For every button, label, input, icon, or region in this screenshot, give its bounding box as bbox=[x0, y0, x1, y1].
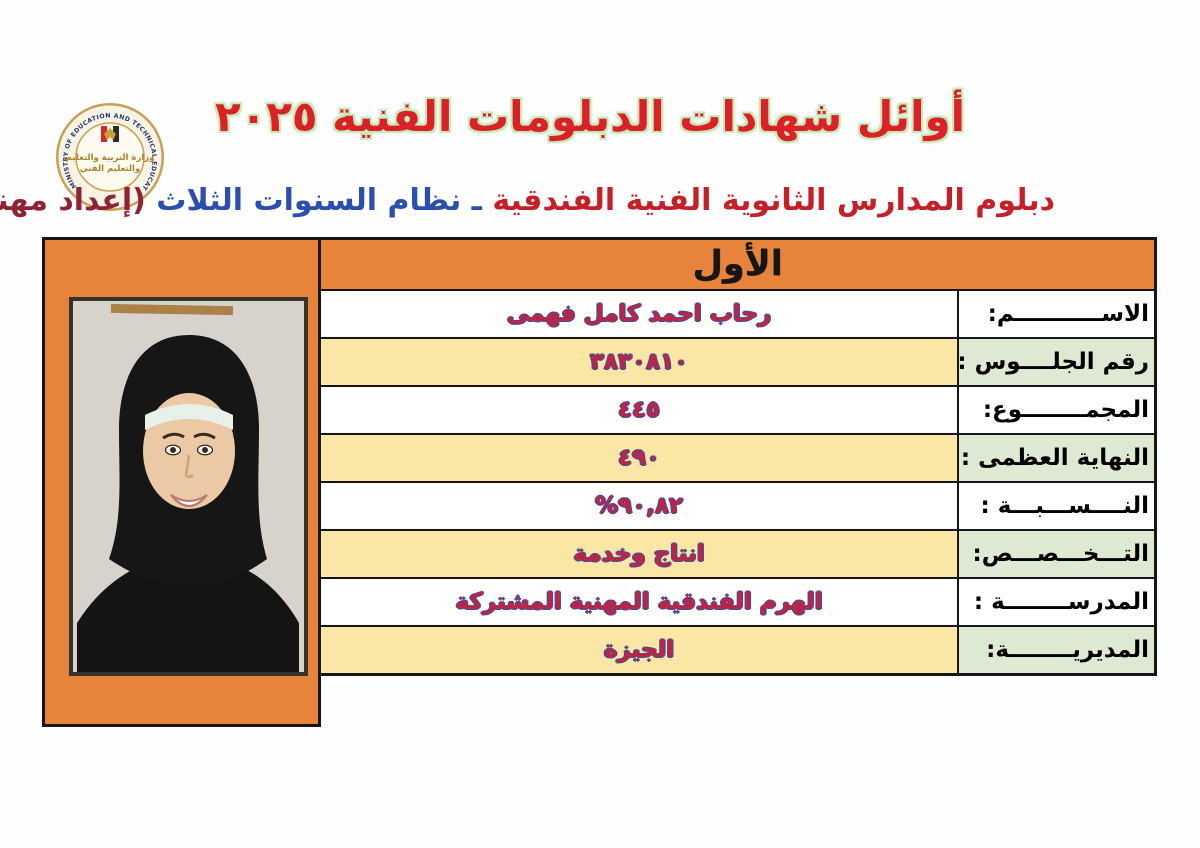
ministry-seal-logo: MINISTRY OF EDUCATION AND TECHNICAL EDUC… bbox=[49, 95, 168, 214]
subtitle-system-name: ـ نظام السنوات الثلاث bbox=[156, 183, 482, 218]
photo-panel bbox=[42, 237, 321, 727]
wall-shelf bbox=[110, 303, 234, 316]
specialization-value: انتاج وخدمة bbox=[321, 531, 957, 577]
seat-number-value: ٣٨٣٠٨١٠ bbox=[321, 339, 957, 385]
student-portrait-illustration bbox=[73, 301, 304, 672]
total-label: المجمــــــــوع: bbox=[957, 387, 1154, 433]
table-row-school: المدرســــــــة : الهرم الفندقية المهنية… bbox=[321, 579, 1154, 627]
smile bbox=[170, 494, 208, 508]
page-subtitle: دبلوم المدارس الثانوية الفنية الفندقية ـ… bbox=[0, 183, 1055, 218]
percentage-label: النــــســـبـــة : bbox=[957, 483, 1154, 529]
student-photo bbox=[69, 297, 308, 676]
seat-number-label: رقم الجلــــوس : bbox=[957, 339, 1154, 385]
table-row-specialization: التـــخـــصـــص: انتاج وخدمة bbox=[321, 531, 1154, 579]
table-row-name: الاســـــــــــم: رحاب احمد كامل فهمى bbox=[321, 291, 1154, 339]
name-value: رحاب احمد كامل فهمى bbox=[321, 291, 957, 337]
clothing bbox=[77, 559, 299, 672]
directorate-label: المديريــــــــة: bbox=[957, 627, 1154, 673]
headband bbox=[145, 404, 233, 430]
school-value: الهرم الفندقية المهنية المشتركة bbox=[321, 579, 957, 625]
subtitle-track-name: (إعداد مهني) bbox=[0, 183, 146, 218]
page-title: أوائل شهادات الدبلومات الفنية ٢٠٢٥ bbox=[215, 92, 965, 141]
rank-header: الأول bbox=[321, 240, 1154, 291]
percentage-value: ٩٠,٨٢% bbox=[321, 483, 957, 529]
max-score-label: النهاية العظمى : bbox=[957, 435, 1154, 481]
table-row-total: المجمــــــــوع: ٤٤٥ bbox=[321, 387, 1154, 435]
results-table: الأول الاســـــــــــم: رحاب احمد كامل ف… bbox=[321, 237, 1157, 676]
total-value: ٤٤٥ bbox=[321, 387, 957, 433]
ministry-seal-svg: MINISTRY OF EDUCATION AND TECHNICAL EDUC… bbox=[49, 95, 164, 211]
subtitle-diploma-name: دبلوم المدارس الثانوية الفنية الفندقية bbox=[492, 183, 1055, 218]
max-score-value: ٤٩٠ bbox=[321, 435, 957, 481]
table-row-percentage: النــــســـبـــة : ٩٠,٨٢% bbox=[321, 483, 1154, 531]
seal-arabic-calligraphy-line2: والتعليم الفني bbox=[80, 164, 141, 174]
table-row-directorate: المديريــــــــة: الجيزة bbox=[321, 627, 1154, 673]
seal-inner-circle bbox=[75, 122, 145, 192]
table-row-max-score: النهاية العظمى : ٤٩٠ bbox=[321, 435, 1154, 483]
school-label: المدرســــــــة : bbox=[957, 579, 1154, 625]
directorate-value: الجيزة bbox=[321, 627, 957, 673]
result-card: الأول الاســـــــــــم: رحاب احمد كامل ف… bbox=[42, 237, 1157, 727]
specialization-label: التـــخـــصـــص: bbox=[957, 531, 1154, 577]
seal-arabic-calligraphy-line1: وزارة التربية والتعليم bbox=[66, 153, 155, 163]
table-row-seat-number: رقم الجلــــوس : ٣٨٣٠٨١٠ bbox=[321, 339, 1154, 387]
egypt-eagle-icon bbox=[101, 126, 119, 142]
name-label: الاســـــــــــم: bbox=[957, 291, 1154, 337]
